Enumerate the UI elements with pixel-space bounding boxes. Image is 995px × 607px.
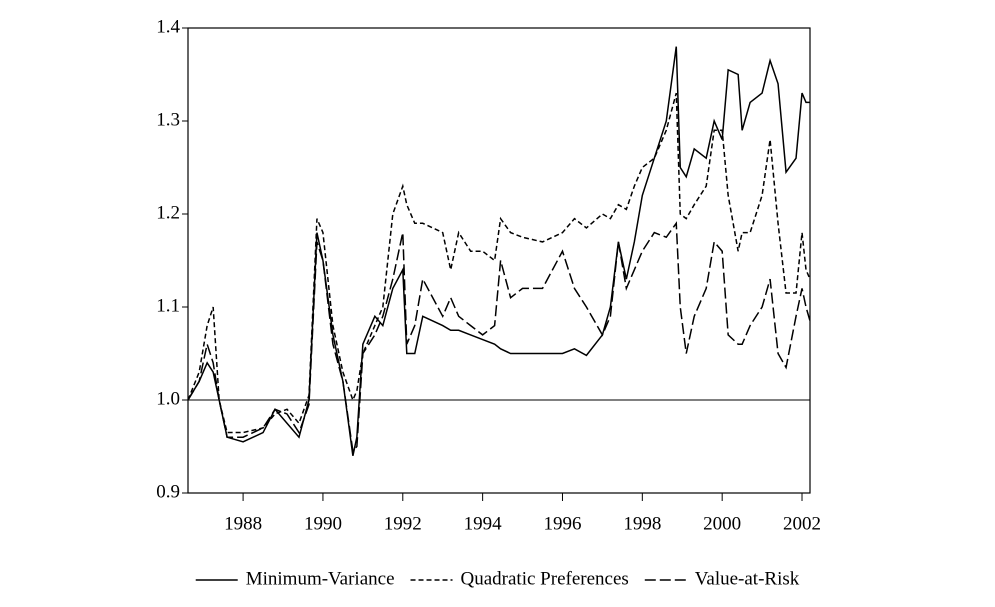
y-tick-label: 0.9 [156, 481, 180, 502]
x-tick-label: 1988 [224, 513, 262, 534]
legend-label: Quadratic Preferences [461, 568, 629, 589]
x-tick-label: 1990 [304, 513, 342, 534]
x-tick-label: 1998 [623, 513, 661, 534]
series-line [187, 221, 811, 453]
plot-frame [187, 27, 811, 494]
y-tick-label: 1.4 [156, 16, 180, 37]
series-line [187, 46, 810, 456]
y-tick-label: 1.0 [156, 388, 180, 409]
x-tick-label: 2002 [783, 513, 821, 534]
legend-label: Minimum-Variance [246, 568, 395, 589]
x-tick-label: 1996 [543, 513, 581, 534]
series-line [187, 92, 811, 434]
y-tick-label: 1.2 [156, 202, 180, 223]
y-tick-label: 1.1 [156, 295, 180, 316]
y-tick-label: 1.3 [156, 109, 180, 130]
x-tick-label: 1994 [464, 513, 503, 534]
x-tick-label: 2000 [703, 513, 741, 534]
x-tick-label: 1992 [384, 513, 422, 534]
legend-label: Value-at-Risk [695, 568, 800, 589]
